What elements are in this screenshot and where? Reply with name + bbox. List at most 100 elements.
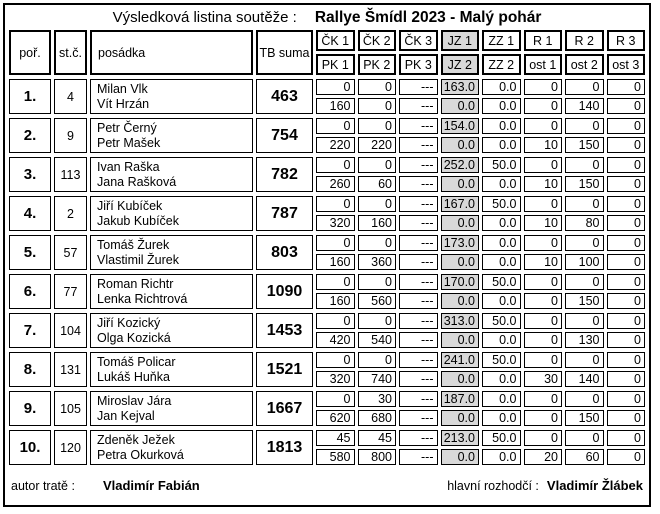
stage-value-cell: 320 [316,215,355,231]
stage-value-cell: 0 [606,352,645,368]
stage-value-cell: 170.0 [440,274,479,290]
table-row: 2. 9 Petr Černý Petr Mašek 754 0 0 --- 154.0 0.0 0… [9,118,645,153]
driver-name: Jiří Kozický [97,315,161,330]
stage-value-cell: 420 [316,332,355,348]
stage-value-cell: 0.0 [482,293,521,309]
stage-value-cell: --- [399,98,438,114]
stage-value-cell: 0 [606,176,645,192]
stage-value-cell: 0.0 [482,215,521,231]
stage-value-cell: 0.0 [440,293,479,309]
stage-value-cell: 0.0 [482,98,521,114]
stage-value-cell: 0 [565,157,604,173]
stage-value-cell: 0.0 [482,371,521,387]
stage-value-cell: 220 [316,137,355,153]
stage-value-cell: 620 [316,410,355,426]
stage-value-cell: 167.0 [440,196,479,212]
stage-value-cell: 30 [523,371,562,387]
stage-value-cell: --- [399,352,438,368]
title-row: Výsledková listina soutěže : Rallye Šmíd… [5,6,649,29]
column-header-r-2: R 2 [565,30,604,51]
column-header-position: poř. [9,30,51,75]
stage-value-cell: 0.0 [482,391,521,407]
stage-value-cell: 0 [565,313,604,329]
start-number-cell: 113 [54,157,87,192]
stage-value-cell: 0 [523,274,562,290]
column-header-pk-1: PK 1 [316,54,355,75]
stage-value-cell: --- [399,254,438,270]
tb-sum-cell: 1813 [256,430,313,465]
stage-value-cell: 0 [316,235,355,251]
stage-value-cell: 150 [565,293,604,309]
driver-name: Zdeněk Ježek [97,432,175,447]
stage-value-cell: --- [399,118,438,134]
stage-value-cell: 0 [565,118,604,134]
stage-value-cell: 0 [606,274,645,290]
table-row: 7. 104 Jiří Kozický Olga Kozická 1453 0 0 --- 31… [9,313,645,348]
table-body: 1. 4 Milan Vlk Vít Hrzán 463 0 0 --- 163.0 0.0 0 0 0… [5,75,649,465]
stage-value-cell: 60 [565,449,604,465]
stage-value-cell: 0 [523,196,562,212]
tb-sum-cell: 803 [256,235,313,270]
table-row: 5. 57 Tomáš Žurek Vlastimil Žurek 803 0 0 --- 17… [9,235,645,270]
stage-value-cell: 140 [565,98,604,114]
stage-value-cell: 0.0 [482,332,521,348]
stage-value-cell: 45 [357,430,396,446]
stage-value-cell: 0 [357,352,396,368]
stage-value-cell: 0 [316,313,355,329]
stage-value-cell: 0 [523,313,562,329]
stage-value-cell: 60 [357,176,396,192]
stage-value-cell: 50.0 [482,313,521,329]
stage-value-cell: 241.0 [440,352,479,368]
stage-value-cell: 50.0 [482,352,521,368]
column-header-pk-3: PK 3 [399,54,438,75]
tb-sum-cell: 782 [256,157,313,192]
stage-value-cell: --- [399,79,438,95]
stage-value-cell: 0.0 [482,79,521,95]
stage-value-cell: 50.0 [482,274,521,290]
start-number-cell: 131 [54,352,87,387]
tb-sum-cell: 1521 [256,352,313,387]
footer-row: autor tratě : Vladimír Fabián hlavní roz… [5,465,649,505]
stage-value-cell: 10 [523,215,562,231]
crew-cell: Jiří Kozický Olga Kozická [90,313,253,348]
stage-value-cell: 0 [523,352,562,368]
driver-name: Jiří Kubíček [97,198,163,213]
event-title: Rallye Šmídl 2023 - Malý pohár [314,8,542,26]
tb-sum-cell: 463 [256,79,313,114]
stage-value-cell: 0 [606,391,645,407]
start-number-cell: 77 [54,274,87,309]
stage-value-cell: 0 [523,410,562,426]
stage-value-cell: 0 [357,98,396,114]
codriver-name: Olga Kozická [97,330,171,345]
driver-name: Milan Vlk [97,81,148,96]
stage-value-cell: 80 [565,215,604,231]
stage-value-cell: --- [399,449,438,465]
results-list-label: Výsledková listina soutěže : [112,9,297,26]
stage-value-cell: 0 [606,410,645,426]
column-header-čk-1: ČK 1 [316,30,355,51]
stage-value-cell: 0 [606,137,645,153]
tb-sum-cell: 787 [256,196,313,231]
crew-cell: Tomáš Žurek Vlastimil Žurek [90,235,253,270]
codriver-name: Vlastimil Žurek [97,252,179,267]
start-number-cell: 2 [54,196,87,231]
driver-name: Miroslav Jára [97,393,172,408]
stage-value-cell: 0 [606,293,645,309]
stage-value-cell: 173.0 [440,235,479,251]
stage-value-cell: --- [399,410,438,426]
stage-value-cell: --- [399,313,438,329]
stage-value-cell: 154.0 [440,118,479,134]
start-number-cell: 4 [54,79,87,114]
stage-value-cell: 150 [565,410,604,426]
driver-name: Ivan Raška [97,159,160,174]
stage-value-cell: 360 [357,254,396,270]
table-row: 6. 77 Roman Richtr Lenka Richtrová 1090 0 0 ---… [9,274,645,309]
position-cell: 9. [9,391,51,426]
results-sheet: Výsledková listina soutěže : Rallye Šmíd… [3,3,651,507]
codriver-name: Jan Kejval [97,408,155,423]
column-header-čk-2: ČK 2 [357,30,396,51]
crew-cell: Milan Vlk Vít Hrzán [90,79,253,114]
table-row: 1. 4 Milan Vlk Vít Hrzán 463 0 0 --- 163.0 0.0 0 0 0… [9,79,645,114]
stage-value-cell: 252.0 [440,157,479,173]
